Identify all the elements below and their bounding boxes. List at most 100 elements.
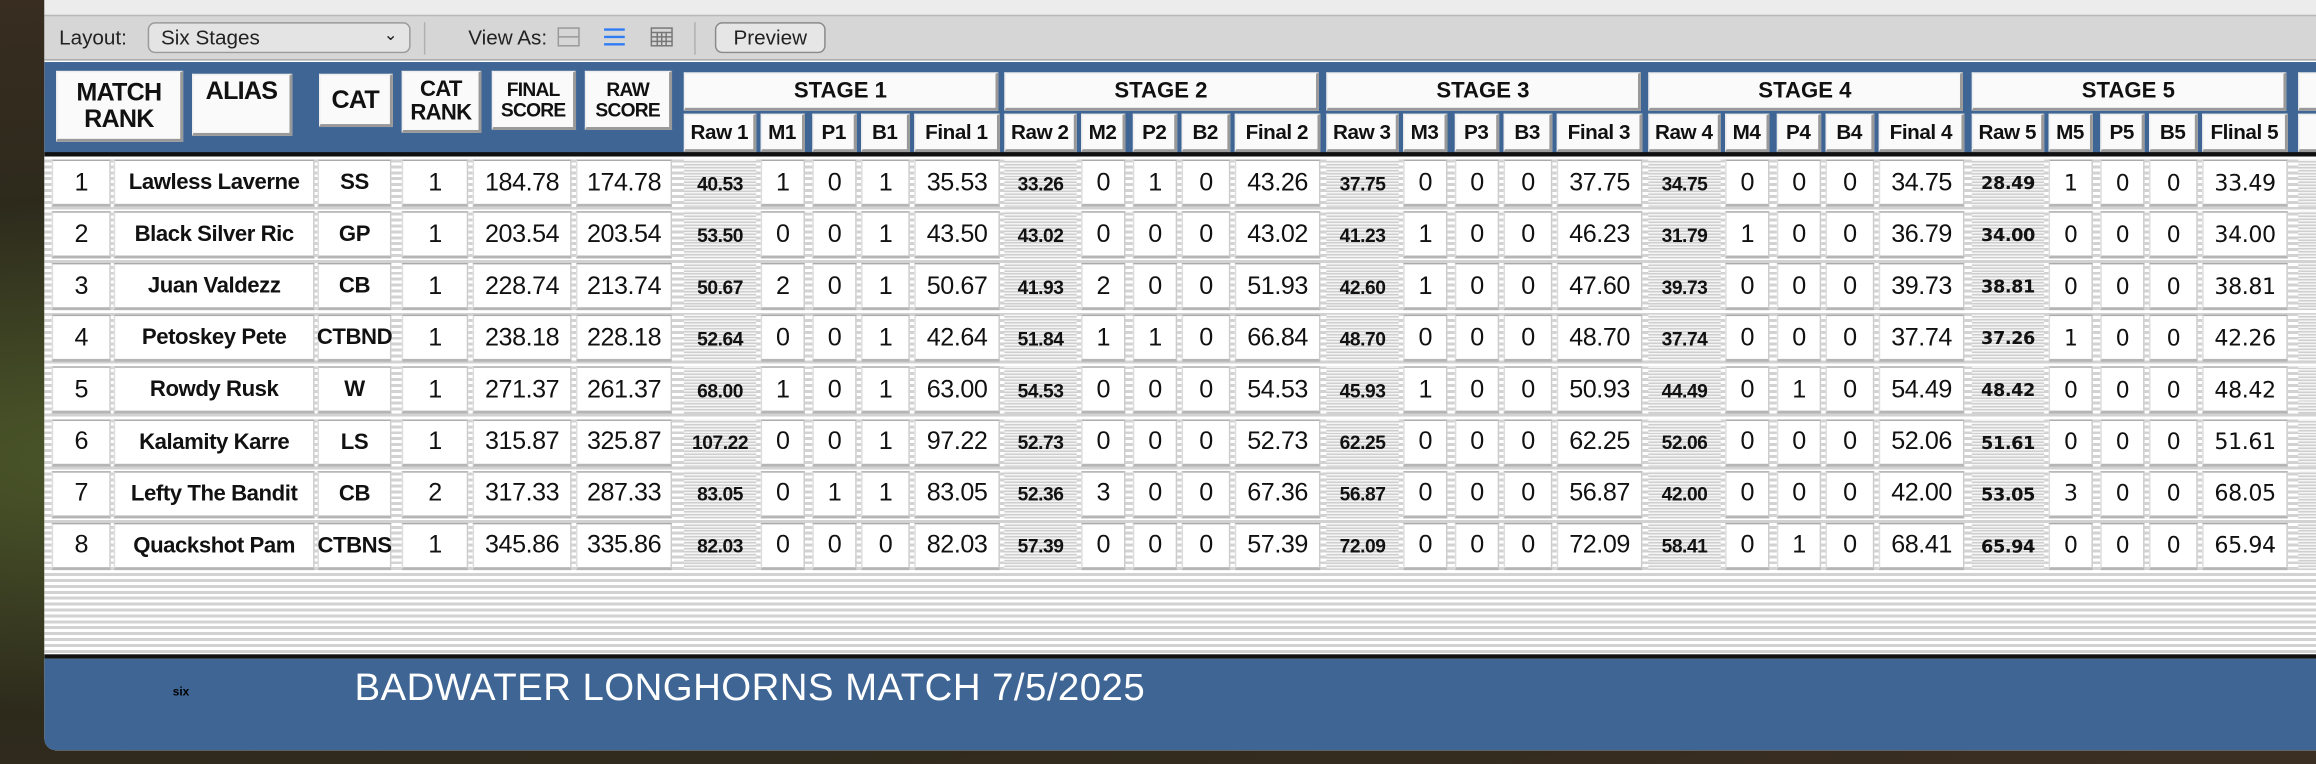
rank-cell[interactable]: 4 (51, 315, 111, 363)
stage-m-cell[interactable]: 1 (1403, 366, 1448, 415)
stage-p-cell[interactable]: 0 (1132, 263, 1178, 311)
raw-score-cell[interactable]: 325.87 (576, 418, 673, 466)
stage-p-cell[interactable]: 0 (1454, 418, 1500, 466)
stage-b-cell[interactable]: 0 (1503, 522, 1553, 570)
stage-b-cell[interactable]: 0 (2149, 315, 2198, 363)
stage-m-header[interactable]: M5 (2048, 113, 2093, 153)
stage-b-cell[interactable]: 0 (1825, 211, 1875, 259)
table-row[interactable]: 7 Lefty The Bandit CB 2 317.33 287.33 83.05 0 1 1… (44, 470, 2316, 521)
stage-p-cell[interactable]: 0 (1132, 470, 1178, 518)
table-row[interactable]: 4 Petoskey Pete CTBND 1 238.18 228.18 52.64 0 0 1… (44, 315, 2316, 365)
stage-raw-cell[interactable]: 41.23 (1326, 211, 1399, 259)
alias-cell[interactable]: Juan Valdezz (113, 263, 315, 311)
stage-b-cell[interactable]: 0 (1181, 522, 1231, 570)
stage-raw-cell[interactable]: 50.67 (683, 263, 757, 311)
stage-b-header[interactable]: B3 (1503, 113, 1553, 153)
cat-cell[interactable]: CB (317, 263, 392, 311)
stage-m-cell[interactable]: 2 (760, 263, 805, 311)
cat-cell[interactable]: CTBND (317, 315, 393, 363)
stage-final-cell[interactable]: 67.36 (1234, 470, 1321, 518)
stage-raw-header[interactable]: Raw 2 (1004, 113, 1077, 153)
stage-final-cell[interactable]: 62.25 (1556, 418, 1643, 466)
stage-b-cell[interactable]: 0 (2149, 366, 2198, 415)
stage-header[interactable]: STAGE 1 (683, 72, 999, 111)
stage-raw-cell[interactable]: 37.26 (1971, 315, 2045, 363)
stage-raw-cell[interactable]: 38.81 (1971, 263, 2045, 311)
stage-b-cell[interactable]: 0 (1181, 366, 1231, 415)
stage-raw-cell[interactable]: 37.75 (1326, 159, 1399, 207)
stage-header[interactable]: STAGE 2 (1004, 72, 1319, 111)
stage-raw-cell[interactable]: 31.79 (1648, 211, 1721, 259)
table-row[interactable]: 1 Lawless Laverne SS 1 184.78 174.78 40.53 1 0 1 3… (44, 159, 2316, 210)
stage-p-cell[interactable]: 0 (1132, 366, 1178, 415)
stage-b-cell[interactable]: 0 (1503, 366, 1553, 415)
stage-b-cell[interactable]: 0 (1181, 263, 1231, 311)
stage-b-cell[interactable]: 0 (1181, 315, 1231, 363)
cat-rank-cell[interactable]: 2 (401, 470, 469, 518)
stage-raw-cell[interactable]: 62.25 (1326, 418, 1399, 466)
stage-raw-cell[interactable]: 33.26 (1004, 159, 1077, 207)
stage-m-cell[interactable]: 1 (1081, 315, 1126, 363)
stage-raw-cell[interactable]: 48.42 (1971, 366, 2045, 415)
stage-p-cell[interactable]: 0 (812, 522, 857, 570)
stage-p-cell[interactable]: 0 (812, 418, 857, 466)
stage-final-cell[interactable]: 47.60 (1556, 263, 1643, 311)
stage-m-cell[interactable]: 0 (1725, 522, 1770, 570)
stage-m-cell[interactable]: 2 (1081, 263, 1126, 311)
stage-final-cell[interactable]: 68.41 (1878, 522, 1965, 570)
stage-p-cell[interactable]: 0 (812, 263, 857, 311)
table-row[interactable]: 8 Quackshot Pam CTBNS 1 345.86 335.86 82.03 0 0 0… (44, 522, 2316, 572)
stage-raw-cell[interactable]: 44.49 (1648, 366, 1721, 415)
stage-b-cell[interactable]: 1 (861, 470, 910, 518)
stage-header[interactable]: STAGE 3 (1326, 72, 1641, 111)
form-view-icon[interactable] (557, 27, 581, 48)
stage-raw-cell[interactable]: 45.93 (1326, 366, 1399, 415)
stage-final-cell[interactable]: 38.81 (2202, 263, 2288, 311)
stage-m-cell[interactable]: 0 (2048, 522, 2093, 570)
stage-p-cell[interactable]: 0 (1776, 315, 1822, 363)
stage-m-cell[interactable]: 0 (760, 211, 805, 259)
alias-cell[interactable]: Lawless Laverne (113, 159, 315, 207)
stage-p-cell[interactable]: 0 (1454, 159, 1500, 207)
stage-final-header[interactable]: Final 2 (1234, 113, 1321, 153)
stage-final-cell[interactable]: 43.02 (1234, 211, 1321, 259)
stage-raw-cell[interactable]: 34.75 (1648, 159, 1721, 207)
stage-final-cell[interactable]: 34.75 (1878, 159, 1965, 207)
stage-raw-header[interactable]: Raw 1 (683, 113, 757, 153)
stage-final-cell[interactable]: 52.06 (1878, 418, 1965, 466)
rank-cell[interactable]: 8 (51, 522, 111, 570)
final-score-cell[interactable]: 203.54 (472, 211, 572, 259)
stage-final-cell[interactable]: 48.70 (1556, 315, 1643, 363)
final-score-cell[interactable]: 317.33 (472, 470, 572, 518)
stage-final-cell[interactable]: 51.61 (2202, 418, 2288, 466)
stage-b-cell[interactable]: 0 (1181, 159, 1231, 207)
stage-final-cell[interactable]: 68.05 (2202, 470, 2288, 518)
stage-raw-header[interactable] (2298, 113, 2316, 153)
stage-b-cell[interactable]: 0 (1181, 470, 1231, 518)
stage-final-cell[interactable]: 66.84 (1234, 315, 1321, 363)
stage-p-cell[interactable]: 0 (1776, 159, 1822, 207)
table-row[interactable]: 5 Rowdy Rusk W 1 271.37 261.37 68.00 1 0 1 63.00 54… (44, 366, 2316, 417)
alias-header[interactable]: ALIAS (192, 73, 293, 136)
stage-raw-cell[interactable]: 58.41 (1648, 522, 1721, 570)
stage-final-cell[interactable]: 97.22 (914, 418, 1000, 466)
stage-m-cell[interactable]: 1 (760, 159, 805, 207)
stage-p-cell[interactable]: 0 (2100, 315, 2145, 363)
stage-b-cell[interactable]: 0 (1181, 211, 1231, 259)
stage-b-cell[interactable]: 0 (2149, 159, 2198, 207)
stage-b-cell[interactable]: 0 (1503, 315, 1553, 363)
alias-cell[interactable]: Kalamity Karre (113, 418, 315, 466)
stage-raw-cell[interactable] (2298, 366, 2316, 415)
stage-p-cell[interactable]: 1 (1132, 315, 1178, 363)
stage-raw-cell[interactable]: 65.94 (1971, 522, 2045, 570)
stage-p-cell[interactable]: 1 (812, 470, 857, 518)
stage-p-cell[interactable]: 0 (812, 315, 857, 363)
stage-b-cell[interactable]: 0 (2149, 470, 2198, 518)
stage-final-cell[interactable]: 50.67 (914, 263, 1000, 311)
stage-b-cell[interactable]: 0 (1503, 418, 1553, 466)
preview-button[interactable]: Preview (714, 22, 826, 54)
stage-final-cell[interactable]: 63.00 (914, 366, 1000, 415)
stage-p-cell[interactable]: 0 (812, 159, 857, 207)
stage-b-header[interactable]: B2 (1181, 113, 1231, 153)
stage-m-cell[interactable]: 1 (1403, 263, 1448, 311)
